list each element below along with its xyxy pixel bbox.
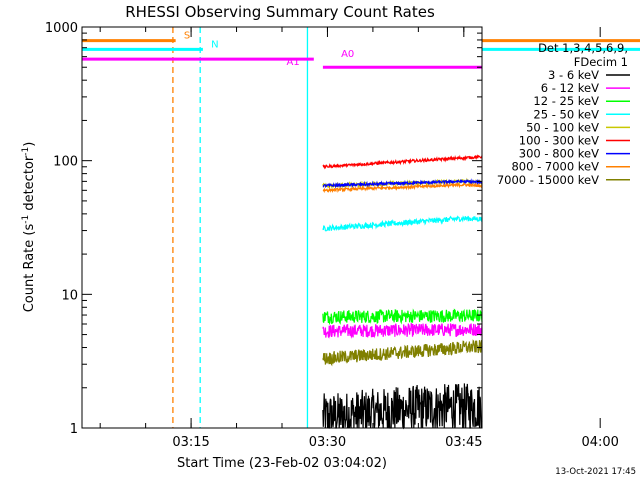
y-axis-label: Count Rate (s-1 detector-1) [21,142,37,313]
y-tick-label: 100 [53,155,78,170]
legend-entry: 100 - 300 keV [519,134,599,148]
series-line [322,215,483,232]
plot-frame [81,26,483,429]
series-line [322,308,483,326]
x-tick-label: 04:00 [581,435,618,450]
timestamp: 13-Oct-2021 17:45 [555,467,636,477]
series-line [322,322,483,339]
y-tick-label: 10 [61,288,78,303]
y-axis: 1 10 100 1000 [45,21,482,437]
x-axis-label: Start Time (23-Feb-02 03:04:02) [177,456,387,471]
legend-header-line1: Det 1,3,4,5,6,9, [538,41,628,55]
series-line [322,154,483,170]
x-tick-label: 03:15 [172,435,209,450]
series-layer [322,154,483,430]
series-line [322,182,483,194]
series-line [322,339,483,367]
legend-entry: 800 - 7000 keV [511,160,599,174]
legend-header-line2: FDecim 1 [574,55,628,69]
y-tick-label: 1000 [45,21,78,36]
flag-label: N [211,39,218,50]
legend-entry: 7000 - 15000 keV [497,173,599,187]
flag-label: A0 [341,49,354,60]
y-tick-label: 1 [70,422,78,437]
series-line [322,383,483,430]
chart-title: RHESSI Observing Summary Count Rates [125,3,435,21]
legend-entry: 6 - 12 keV [541,81,599,95]
legend-entry: 12 - 25 keV [533,94,599,108]
flag-label: A1 [287,57,300,68]
series-line [322,178,483,189]
legend-entry: 300 - 800 keV [519,147,599,161]
legend-entry: 50 - 100 keV [526,120,599,134]
flag-layer: S N A0 A1 [82,27,640,428]
legend-entry: 3 - 6 keV [548,68,599,82]
legend-entry: 25 - 50 keV [533,107,599,121]
x-tick-label: 03:30 [309,435,346,450]
x-tick-label: 03:45 [445,435,482,450]
flag-label: S [184,31,190,42]
